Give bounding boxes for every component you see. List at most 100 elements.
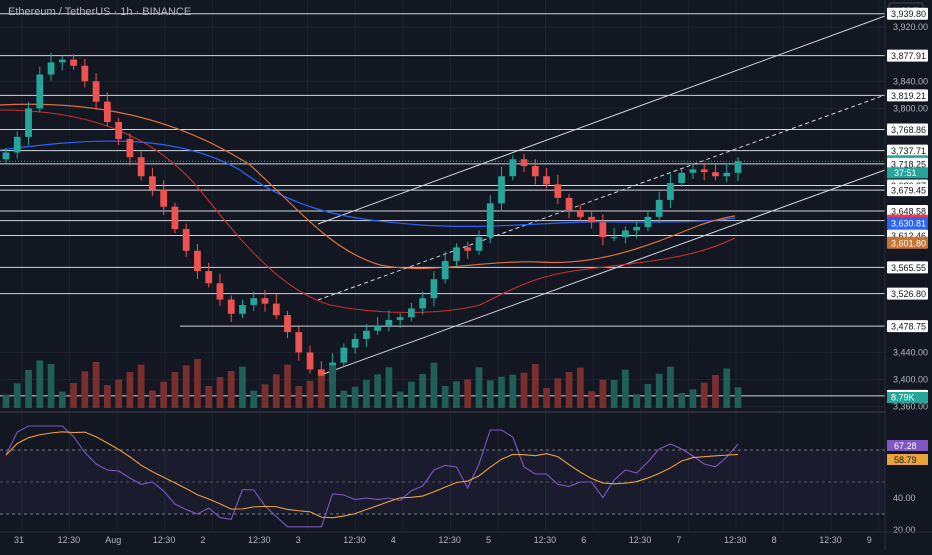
candle-body — [520, 159, 528, 167]
volume-label: 8.79K — [891, 393, 915, 403]
volume-bar — [408, 381, 415, 408]
candle-body — [464, 247, 472, 251]
candle-body — [92, 81, 100, 102]
candle-body — [396, 317, 404, 320]
volume-bar — [723, 368, 731, 408]
volume-bar — [70, 383, 77, 408]
volume-bar — [430, 362, 438, 408]
volume-bar — [374, 374, 382, 408]
volume-bar — [58, 391, 66, 408]
price-badge — [887, 261, 928, 274]
price-badge-label: 3,565.55 — [891, 263, 926, 273]
volume-bar — [610, 380, 618, 408]
price-tick-label: 3,800.00 — [893, 103, 928, 113]
volume-bar — [103, 385, 111, 408]
candle-body — [70, 59, 77, 66]
time-tick-label: 4 — [391, 535, 396, 545]
time-tick-label: 12:30 — [343, 535, 366, 545]
candle-body — [385, 319, 393, 326]
candle-body — [47, 62, 55, 75]
rsi-line — [5, 425, 739, 528]
candle-body — [588, 216, 595, 223]
rsi-ma-badge — [887, 454, 928, 465]
time-tick-label: 12:30 — [58, 535, 81, 545]
candle-body — [543, 176, 550, 185]
price-badge — [887, 123, 928, 136]
candle-body — [58, 59, 66, 63]
volume-bar — [149, 390, 156, 408]
volume-bar — [36, 360, 44, 408]
volume-bar — [160, 381, 168, 408]
volume-bar — [689, 389, 697, 408]
volume-bar — [295, 386, 303, 408]
candle-body — [36, 74, 44, 109]
volume-bar — [351, 386, 359, 408]
volume-bar — [622, 369, 629, 408]
price-badge — [887, 205, 928, 218]
rsi-tick-label: 40.00 — [893, 493, 916, 503]
price-tick-label: 3,440.00 — [893, 347, 928, 357]
volume-bar — [633, 394, 641, 408]
candle-body — [103, 101, 111, 122]
time-tick-label: 12:30 — [629, 535, 652, 545]
time-tick-label: 12:30 — [819, 535, 842, 545]
volume-bar — [419, 374, 427, 408]
candle-body — [453, 247, 460, 261]
candle-body — [554, 184, 562, 198]
countdown-label: 37:51 — [894, 168, 917, 178]
volume-bar — [205, 386, 213, 408]
candle-body — [509, 159, 517, 177]
price-badge — [887, 49, 928, 62]
candle-body — [644, 216, 652, 228]
price-badge-label: 3,819.21 — [891, 91, 926, 101]
volume-bar — [667, 366, 674, 408]
ma-blue-line — [0, 140, 736, 228]
candle-body — [25, 108, 32, 137]
candle-body — [633, 227, 641, 231]
candle-body — [306, 352, 314, 370]
candle-body — [723, 172, 731, 177]
price-badge-label: 3,768.86 — [891, 125, 926, 135]
candle-body — [362, 330, 370, 339]
candle-body — [261, 298, 269, 304]
price-badge — [887, 7, 928, 20]
candle-body — [227, 299, 235, 314]
price-tick-label: 3,400.00 — [893, 375, 928, 385]
candle-body — [2, 152, 10, 160]
price-badge — [887, 157, 928, 170]
volume-bar — [486, 380, 494, 408]
volume-bar — [227, 371, 235, 408]
candle-body — [689, 169, 697, 173]
rsi-tick-label: 20.00 — [893, 525, 916, 535]
candle-body — [205, 271, 213, 284]
volume-bar — [126, 372, 134, 408]
price-badge-label: 3,648.58 — [891, 207, 926, 217]
candle-body — [498, 176, 505, 204]
volume-bar — [171, 372, 179, 408]
volume-bar — [216, 377, 224, 408]
candle-body — [475, 237, 483, 251]
volume-bar — [272, 374, 280, 408]
volume-bar — [531, 364, 539, 408]
price-badge-label: 3,478.75 — [891, 322, 926, 332]
candle-body — [599, 222, 607, 238]
countdown-badge — [887, 167, 928, 179]
price-badge-label: 3,939.80 — [891, 9, 926, 19]
rsi-ma-label: 58.79 — [894, 455, 917, 465]
candle-body — [430, 279, 438, 299]
volume-bar — [194, 359, 201, 408]
candle-body — [171, 206, 179, 230]
volume-bar — [137, 364, 145, 408]
candle-body — [137, 157, 145, 177]
candle-body — [160, 189, 168, 207]
volume-bar — [599, 379, 607, 408]
price-badges: 3,939.80 3,877.91 3,819.21 3,768.86 3,737.71… — [887, 7, 928, 402]
candle-body — [351, 338, 359, 348]
candle-body — [284, 315, 291, 333]
candle-body — [565, 197, 573, 211]
candle-body — [734, 161, 742, 173]
price-badge-label: 3,737.71 — [891, 146, 926, 156]
